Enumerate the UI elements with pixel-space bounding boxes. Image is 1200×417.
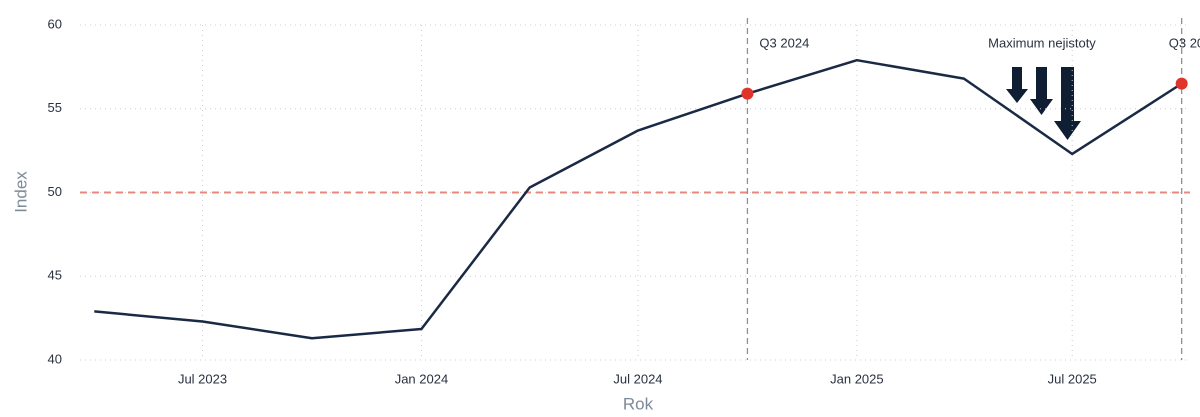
vertical-marker-label: Q3 2025 [1169,35,1200,50]
y-tick-label: 55 [48,100,62,115]
x-tick-label: Jul 2023 [178,371,227,386]
vertical-marker-label: Q3 2024 [759,35,809,50]
x-tick-label: Jul 2024 [613,371,662,386]
x-tick-label: Jan 2025 [830,371,884,386]
x-tick-label: Jan 2024 [395,371,449,386]
y-tick-label: 45 [48,268,62,283]
highlight-point [1175,77,1188,90]
x-tick-label: Jul 2025 [1048,371,1097,386]
line-series [94,58,1183,340]
x-axis-label: Rok [623,394,654,413]
y-axis-label: Index [11,171,30,213]
y-tick-label: 60 [48,16,62,31]
arrow [1006,67,1028,103]
uncertainty-arrows [1006,67,1081,140]
arrow [1030,67,1053,115]
annotation: Maximum nejistoty [988,35,1096,50]
arrow [1054,67,1081,140]
highlight-point [741,87,754,100]
y-tick-label: 50 [48,184,62,199]
y-tick-label: 40 [48,351,62,366]
